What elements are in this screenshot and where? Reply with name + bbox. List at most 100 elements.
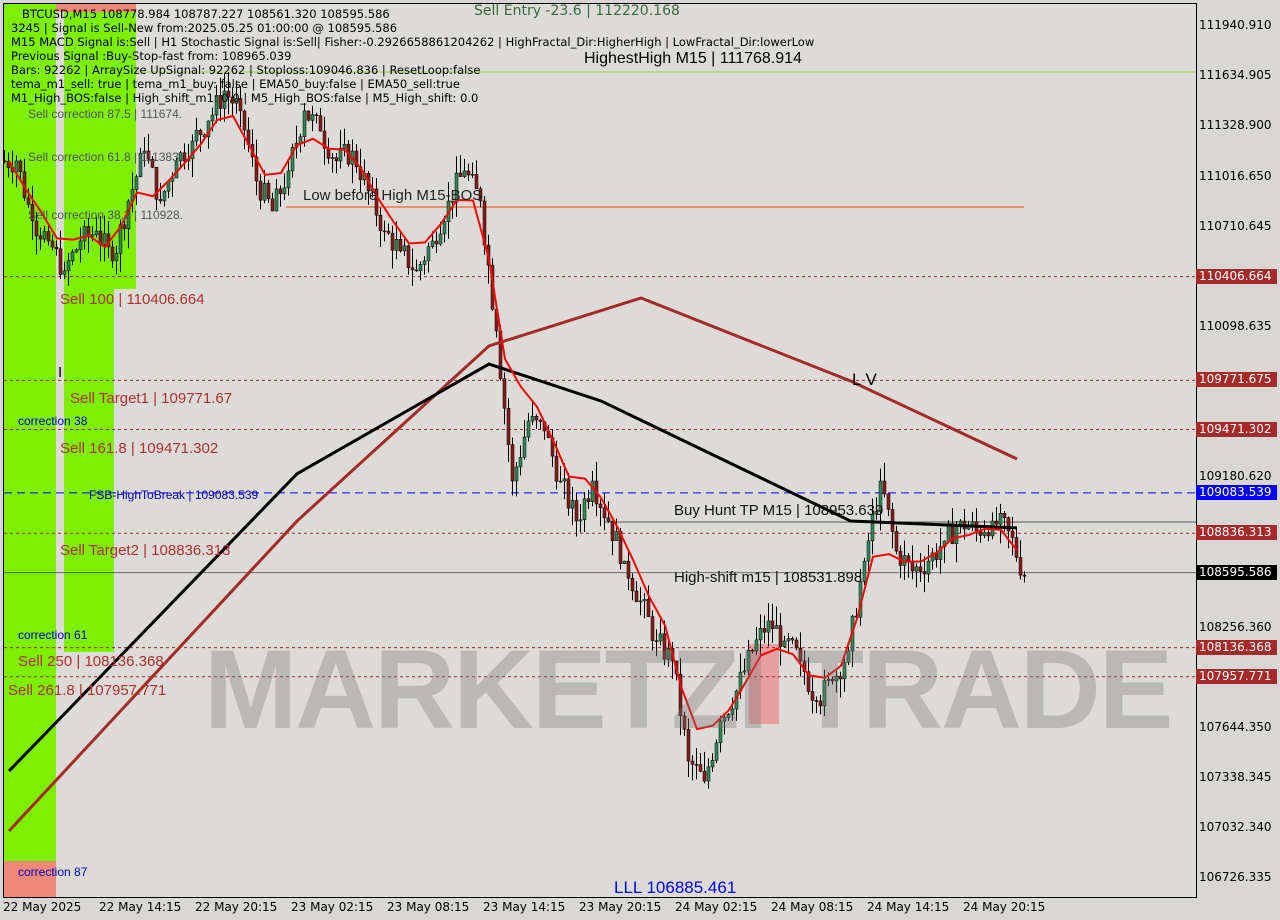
candle	[62, 270, 67, 275]
candle	[762, 628, 767, 633]
candle	[214, 95, 219, 116]
candle	[74, 249, 79, 253]
candle	[822, 680, 827, 707]
candle	[918, 566, 923, 572]
candle	[334, 157, 339, 162]
candle	[986, 532, 991, 537]
candle	[630, 577, 635, 592]
candle	[378, 215, 383, 232]
candle	[42, 231, 47, 240]
candle	[842, 661, 847, 680]
candle	[834, 675, 839, 682]
candle	[310, 114, 315, 121]
i-marker: I	[58, 364, 63, 381]
candle	[682, 715, 687, 730]
x-tick-label: 23 May 02:15	[291, 900, 374, 914]
candle	[694, 764, 699, 766]
candle	[954, 526, 959, 544]
candle	[30, 204, 35, 222]
candle	[478, 188, 483, 202]
candle	[606, 517, 611, 522]
candle	[874, 511, 879, 515]
candle	[4, 160, 7, 163]
correction-38-label: correction 38	[18, 414, 88, 428]
candle	[602, 507, 607, 519]
zone-green	[4, 4, 56, 861]
price-level-tag: 109471.302	[1196, 421, 1277, 437]
price-level-tag: 109083.539	[1196, 484, 1277, 500]
candle	[510, 444, 515, 482]
candle	[770, 620, 775, 629]
candle	[566, 478, 571, 509]
info-bars: Bars: 92262 | ArraySize UpSignal: 92262 …	[11, 63, 481, 77]
candle	[610, 520, 615, 541]
candle	[426, 246, 431, 262]
zone-pink	[56, 4, 136, 12]
candle	[242, 110, 247, 131]
candle	[262, 182, 267, 201]
low-before-high-label: Low before High M15-BOS	[303, 187, 483, 204]
candle	[950, 523, 955, 544]
candle	[1018, 557, 1023, 576]
candle	[322, 130, 327, 149]
candle	[642, 598, 647, 602]
candle	[994, 520, 999, 525]
ema-red-line	[8, 114, 1018, 731]
candle	[50, 240, 55, 248]
y-tick-label: 111328.900	[1199, 117, 1272, 132]
info-previous-signal: Previous Signal :Buy-Stop-fast from: 108…	[11, 49, 292, 63]
candle	[450, 200, 455, 203]
candle	[314, 114, 319, 116]
candle	[282, 187, 287, 195]
fsb-label: FSB-HighToBreak | 109083.539	[89, 488, 259, 502]
candle	[146, 150, 151, 160]
candle	[34, 220, 39, 237]
y-tick-label: 107644.350	[1199, 720, 1272, 734]
candle	[886, 493, 891, 510]
candle	[38, 235, 43, 240]
highest-high-label: HighestHigh M15 | 111768.914	[584, 50, 802, 67]
x-tick-label: 24 May 20:15	[963, 900, 1046, 914]
y-tick-label: 110710.645	[1199, 219, 1272, 233]
candle	[638, 600, 643, 603]
candle	[94, 230, 99, 236]
candle	[90, 234, 95, 237]
candle	[862, 560, 867, 582]
candle	[142, 150, 147, 154]
candle	[838, 675, 843, 680]
x-tick-label: 22 May 2025	[3, 900, 82, 914]
candle	[150, 159, 155, 168]
info-bos: M1_High_BOS:false | High_shift_m1: 0.0 |…	[11, 91, 479, 105]
x-tick-label: 24 May 14:15	[867, 900, 950, 914]
candle	[574, 500, 579, 522]
candle	[134, 176, 139, 190]
candle	[870, 513, 875, 542]
price-level-tag: 108595.586	[1196, 564, 1277, 580]
candle	[438, 233, 443, 245]
chart-plot-area[interactable]: MARKETZI TRADE Sell Entry -23.6 | 112220…	[3, 3, 1197, 898]
candle	[254, 156, 259, 182]
ma-black-line	[7, 362, 1018, 773]
candle	[690, 760, 695, 765]
candle	[266, 182, 271, 200]
candle	[866, 540, 871, 562]
candle	[998, 513, 1003, 525]
candle	[906, 555, 911, 562]
candle	[678, 673, 683, 717]
candle	[818, 700, 823, 707]
candle	[622, 560, 627, 564]
candle	[66, 260, 71, 272]
candle	[354, 150, 359, 168]
candle	[234, 98, 239, 104]
candle	[138, 152, 143, 178]
candle	[422, 260, 427, 265]
candle	[1006, 517, 1011, 532]
y-tick-label: 107032.340	[1199, 820, 1272, 834]
candle	[878, 480, 883, 512]
candle	[502, 378, 507, 409]
candle	[274, 188, 279, 212]
candle	[474, 173, 479, 189]
candle	[230, 96, 235, 104]
candle	[286, 170, 291, 189]
y-tick-label: 109180.620	[1199, 468, 1272, 483]
